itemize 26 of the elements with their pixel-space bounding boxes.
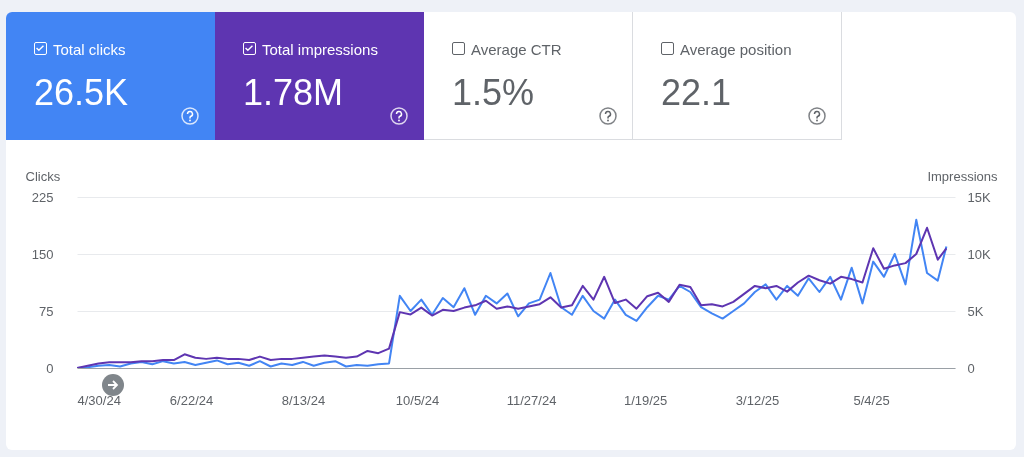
text: 1.78M [243,72,344,114]
x-tick-label: 5/4/25 [853,392,890,408]
x-tick-label: 10/5/24 [395,392,440,408]
x-tick-label: 6/22/24 [169,392,214,408]
x-tick-label: 3/12/25 [735,392,780,408]
y-tick-label: 150 [31,246,54,262]
text: Average CTR [471,41,562,58]
y2-axis-title: Impressions [927,168,998,184]
text: 26.5K [34,72,129,114]
legend-label: Total clicks [53,41,126,58]
y2-tick-label: 5K [967,303,984,319]
legend-label: Total impressions [262,41,378,58]
x-tick-label: 4/30/24 [77,392,121,408]
y-tick-label: 0 [46,360,54,376]
y2-tick-label: 15K [967,189,991,205]
text: Average position [680,41,792,58]
text: 1.5% [452,72,535,114]
y-tick-label: 75 [39,303,54,319]
y2-tick-label: 0 [967,360,975,376]
y-tick-label: 225 [31,189,54,205]
y-axis-title: Clicks [25,168,61,184]
text: 22.1 [661,72,732,114]
x-tick-label: 11/27/24 [506,392,557,408]
x-tick-label: 1/19/25 [623,392,668,408]
x-tick-label: 8/13/24 [281,392,326,408]
y2-tick-label: 10K [967,246,991,262]
